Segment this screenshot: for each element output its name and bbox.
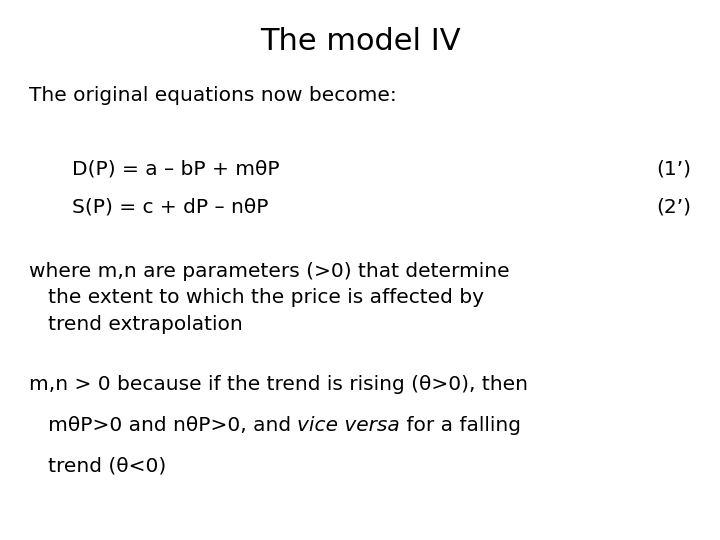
Text: vice versa: vice versa [297, 416, 400, 435]
Text: trend (θ<0): trend (θ<0) [29, 456, 166, 475]
Text: S(P) = c + dP – nθP: S(P) = c + dP – nθP [72, 197, 269, 216]
Text: where m,n are parameters (>0) that determine
   the extent to which the price is: where m,n are parameters (>0) that deter… [29, 262, 510, 334]
Text: mθP>0 and nθP>0, and: mθP>0 and nθP>0, and [29, 416, 297, 435]
Text: The model IV: The model IV [260, 27, 460, 56]
Text: (1’): (1’) [656, 159, 691, 178]
Text: for a falling: for a falling [400, 416, 521, 435]
Text: (2’): (2’) [656, 197, 691, 216]
Text: m,n > 0 because if the trend is rising (θ>0), then: m,n > 0 because if the trend is rising (… [29, 375, 528, 394]
Text: The original equations now become:: The original equations now become: [29, 86, 397, 105]
Text: D(P) = a – bP + mθP: D(P) = a – bP + mθP [72, 159, 279, 178]
